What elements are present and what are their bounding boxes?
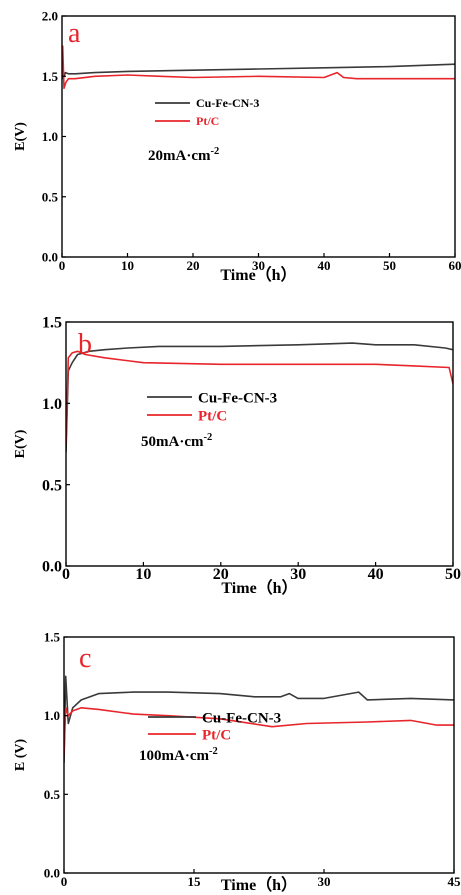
y-tick-label: 0.0 — [42, 250, 58, 265]
x-tick-label: 30 — [318, 874, 331, 889]
panel-letter: c — [79, 643, 91, 674]
y-tick-label: 1.0 — [42, 396, 62, 413]
series-line-cu-fe-cn-3 — [64, 675, 454, 763]
legend-label: Pt/C — [196, 114, 219, 128]
legend-label: Pt/C — [202, 727, 231, 743]
chart-panel-a: 0 10 20 30 40 50 60 0.0 0.5 1.0 1.5 2.0 Time（h） E(V) a… — [13, 9, 461, 284]
plot-frame — [61, 15, 456, 258]
x-tick-label: 40 — [368, 566, 384, 583]
y-tick-label: 1.5 — [42, 315, 62, 332]
plot-frame — [63, 636, 455, 874]
series-line-pt-c — [62, 45, 455, 90]
x-tick-label: 60 — [449, 258, 461, 273]
y-tick-label: 1.5 — [42, 69, 59, 84]
panel-letter: b — [78, 329, 92, 360]
x-tick-label: 10 — [121, 258, 134, 273]
x-tick-label: 10 — [135, 566, 151, 583]
legend-label: Cu-Fe-CN-3 — [202, 710, 281, 726]
x-axis-label: Time（h） — [221, 876, 297, 894]
chart-panel-b: 0 10 20 30 40 50 0.0 0.5 1.0 1.5 Time（h） E(V) b Cu-Fe… — [13, 315, 461, 597]
current-density-annotation: 50mA·cm-2 — [141, 432, 212, 450]
annotation-base: 20mA·cm — [148, 148, 211, 164]
annotation-exponent: -2 — [210, 146, 219, 157]
legend-label: Pt/C — [198, 408, 227, 424]
y-tick-label: 0.0 — [42, 559, 62, 576]
x-tick-label: 45 — [448, 874, 461, 889]
y-tick-label: 0.0 — [44, 866, 60, 881]
current-density-annotation: 20mA·cm-2 — [148, 146, 219, 164]
series-line-cu-fe-cn-3 — [66, 342, 453, 453]
x-tick-label: 0 — [62, 566, 70, 583]
y-tick-label: 1.5 — [44, 630, 61, 645]
annotation-base: 100mA·cm — [139, 748, 209, 764]
plot-frame — [65, 321, 454, 567]
chart-panel-c: 0 15 30 45 0.0 0.5 1.0 1.5 Time（h） E (V) c Cu-Fe-CN… — [13, 630, 461, 894]
y-axis-label: E(V) — [13, 122, 28, 151]
annotation-base: 50mA·cm — [141, 434, 204, 450]
legend-label: Cu-Fe-CN-3 — [198, 390, 277, 406]
x-tick-label: 20 — [187, 258, 200, 273]
x-tick-label: 30 — [252, 258, 265, 273]
y-axis-label: E(V) — [13, 429, 28, 458]
y-tick-label: 0.5 — [42, 189, 59, 204]
x-tick-label: 30 — [290, 566, 306, 583]
series-line-cu-fe-cn-3 — [62, 63, 455, 80]
x-tick-label: 0 — [61, 874, 68, 889]
annotation-exponent: -2 — [209, 746, 218, 757]
x-axis-label: Time（h） — [220, 266, 296, 284]
y-tick-label: 2.0 — [42, 9, 58, 24]
y-tick-label: 0.5 — [42, 477, 62, 494]
x-tick-label: 50 — [445, 566, 461, 583]
legend-label: Cu-Fe-CN-3 — [196, 96, 259, 110]
series-line-pt-c — [66, 350, 453, 445]
x-tick-label: 0 — [59, 258, 66, 273]
series-line-pt-c — [64, 706, 454, 756]
annotation-exponent: -2 — [203, 432, 212, 443]
x-tick-label: 40 — [318, 258, 331, 273]
y-tick-label: 1.0 — [42, 129, 58, 144]
current-density-annotation: 100mA·cm-2 — [139, 746, 218, 764]
x-axis-label: Time（h） — [221, 579, 297, 597]
panel-letter: a — [68, 18, 81, 49]
y-tick-label: 1.0 — [44, 708, 60, 723]
y-axis-label: E (V) — [13, 739, 28, 772]
x-tick-label: 15 — [188, 874, 202, 889]
y-tick-label: 0.5 — [44, 787, 61, 802]
x-tick-label: 20 — [213, 566, 229, 583]
x-tick-label: 50 — [383, 258, 396, 273]
